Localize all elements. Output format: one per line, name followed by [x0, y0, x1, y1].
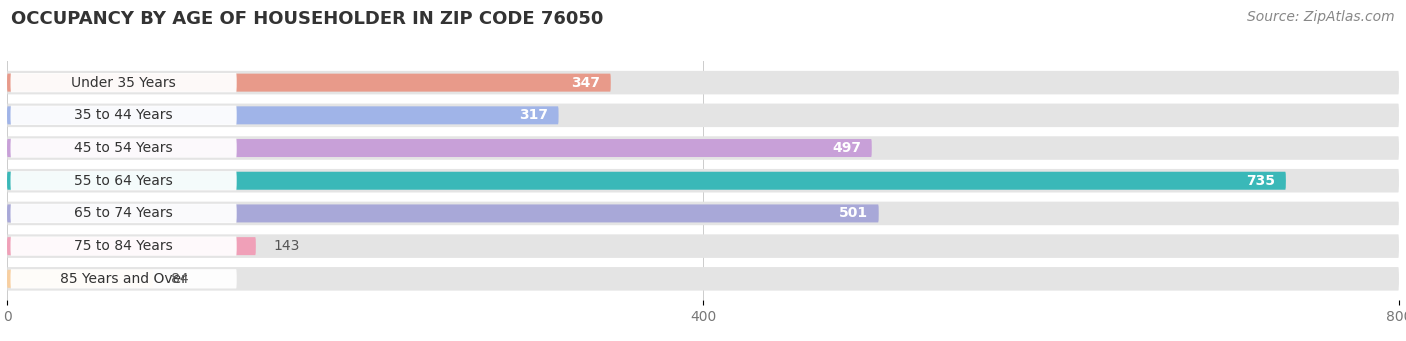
- Text: 45 to 54 Years: 45 to 54 Years: [75, 141, 173, 155]
- FancyBboxPatch shape: [7, 172, 1286, 190]
- FancyBboxPatch shape: [7, 71, 1399, 94]
- Text: 347: 347: [571, 76, 600, 90]
- FancyBboxPatch shape: [7, 106, 558, 124]
- FancyBboxPatch shape: [7, 270, 153, 288]
- FancyBboxPatch shape: [7, 234, 1399, 258]
- FancyBboxPatch shape: [7, 169, 1399, 193]
- FancyBboxPatch shape: [10, 171, 236, 190]
- Text: 65 to 74 Years: 65 to 74 Years: [75, 206, 173, 220]
- FancyBboxPatch shape: [10, 73, 236, 92]
- FancyBboxPatch shape: [10, 106, 236, 125]
- Text: 35 to 44 Years: 35 to 44 Years: [75, 108, 173, 122]
- Text: 317: 317: [519, 108, 548, 122]
- FancyBboxPatch shape: [7, 202, 1399, 225]
- FancyBboxPatch shape: [7, 74, 610, 92]
- Text: Source: ZipAtlas.com: Source: ZipAtlas.com: [1247, 10, 1395, 24]
- FancyBboxPatch shape: [10, 204, 236, 223]
- FancyBboxPatch shape: [7, 136, 1399, 160]
- Text: 84: 84: [170, 272, 188, 286]
- Text: 501: 501: [839, 206, 869, 220]
- FancyBboxPatch shape: [10, 236, 236, 256]
- FancyBboxPatch shape: [7, 267, 1399, 291]
- Text: 55 to 64 Years: 55 to 64 Years: [75, 174, 173, 188]
- FancyBboxPatch shape: [10, 269, 236, 288]
- Text: Under 35 Years: Under 35 Years: [72, 76, 176, 90]
- Text: 497: 497: [832, 141, 862, 155]
- Text: OCCUPANCY BY AGE OF HOUSEHOLDER IN ZIP CODE 76050: OCCUPANCY BY AGE OF HOUSEHOLDER IN ZIP C…: [11, 10, 603, 28]
- FancyBboxPatch shape: [10, 138, 236, 158]
- FancyBboxPatch shape: [7, 139, 872, 157]
- FancyBboxPatch shape: [7, 205, 879, 222]
- Text: 143: 143: [273, 239, 299, 253]
- FancyBboxPatch shape: [7, 237, 256, 255]
- Text: 85 Years and Over: 85 Years and Over: [60, 272, 187, 286]
- FancyBboxPatch shape: [7, 104, 1399, 127]
- Text: 75 to 84 Years: 75 to 84 Years: [75, 239, 173, 253]
- Text: 735: 735: [1247, 174, 1275, 188]
